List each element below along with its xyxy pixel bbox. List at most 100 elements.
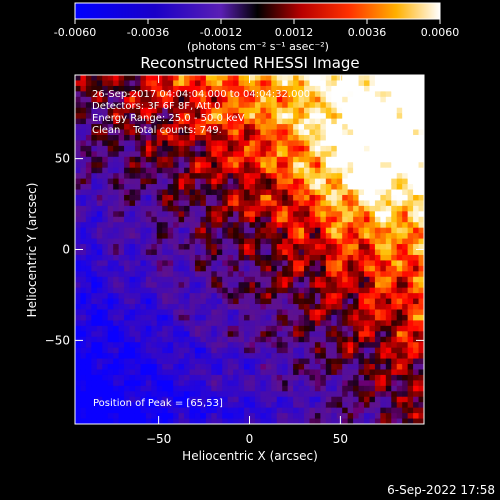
heatmap-pixel (124, 85, 131, 92)
heatmap-pixel (140, 91, 147, 98)
heatmap-pixel (96, 287, 103, 294)
heatmap-pixel (413, 129, 420, 136)
heatmap-pixel (287, 413, 294, 420)
heatmap-pixel (380, 342, 387, 349)
heatmap-pixel (162, 113, 169, 120)
heatmap-pixel (134, 80, 142, 87)
heatmap-pixel (184, 347, 191, 354)
heatmap-pixel (173, 287, 180, 294)
heatmap-pixel (265, 173, 272, 180)
heatmap-pixel (320, 80, 327, 87)
heatmap-pixel (260, 189, 267, 196)
heatmap-pixel (287, 271, 294, 278)
heatmap-pixel (80, 118, 87, 125)
heatmap-pixel (358, 249, 365, 256)
heatmap-pixel (173, 309, 180, 316)
heatmap-pixel (96, 118, 103, 125)
heatmap-pixel (80, 254, 87, 262)
heatmap-pixel (200, 178, 207, 185)
heatmap-pixel (151, 102, 158, 109)
heatmap-pixel (156, 107, 163, 114)
heatmap-pixel (124, 309, 131, 316)
heatmap-pixel (298, 200, 305, 207)
heatmap-pixel (287, 107, 294, 114)
heatmap-pixel (407, 325, 414, 332)
heatmap-pixel (102, 254, 109, 262)
heatmap-pixel (118, 391, 125, 398)
heatmap-pixel (407, 282, 414, 289)
heatmap-pixel (233, 140, 240, 147)
heatmap-pixel (347, 216, 354, 223)
heatmap-pixel (216, 276, 223, 283)
heatmap-pixel (282, 320, 289, 327)
heatmap-pixel (347, 331, 354, 338)
heatmap-pixel (402, 75, 409, 82)
heatmap-pixel (325, 309, 332, 316)
heatmap-pixel (385, 145, 392, 152)
heatmap-pixel (265, 358, 272, 365)
heatmap-pixel (353, 304, 360, 311)
heatmap-pixel (309, 156, 316, 163)
heatmap-pixel (173, 369, 180, 376)
heatmap-pixel (75, 369, 82, 376)
heatmap-pixel (369, 156, 376, 163)
heatmap-pixel (407, 211, 414, 218)
heatmap-pixel (287, 216, 294, 223)
heatmap-pixel (113, 85, 120, 92)
heatmap-pixel (347, 124, 354, 131)
heatmap-pixel (189, 298, 196, 305)
heatmap-pixel (167, 173, 174, 180)
heatmap-pixel (178, 184, 185, 191)
heatmap-pixel (260, 276, 267, 283)
heatmap-pixel (107, 91, 114, 98)
heatmap-pixel (249, 304, 256, 311)
heatmap-pixel (364, 80, 371, 87)
heatmap-pixel (216, 80, 223, 87)
heatmap-pixel (205, 331, 212, 338)
heatmap-pixel (374, 189, 381, 196)
heatmap-pixel (200, 140, 207, 147)
peak-position-label: Position of Peak = [65,53] (93, 398, 223, 409)
heatmap-pixel (249, 369, 256, 376)
heatmap-pixel (298, 271, 305, 278)
heatmap-pixel (380, 309, 387, 316)
heatmap-pixel (80, 216, 87, 223)
heatmap-pixel (358, 331, 365, 338)
heatmap-pixel (227, 364, 234, 371)
heatmap-pixel (325, 336, 332, 343)
heatmap-pixel (254, 374, 262, 381)
heatmap-pixel (194, 244, 202, 251)
heatmap-pixel (282, 129, 289, 136)
heatmap-pixel (260, 353, 267, 360)
heatmap-pixel (233, 342, 240, 349)
heatmap-pixel (238, 102, 245, 109)
heatmap-pixel (178, 178, 185, 185)
heatmap-pixel (189, 178, 196, 185)
heatmap-pixel (336, 380, 343, 387)
heatmap-pixel (96, 162, 103, 169)
heatmap-pixel (233, 80, 240, 87)
heatmap-pixel (162, 102, 169, 109)
heatmap-pixel (282, 314, 289, 321)
heatmap-pixel (293, 407, 300, 414)
heatmap-pixel (314, 140, 321, 147)
heatmap-pixel (222, 385, 229, 392)
heatmap-pixel (151, 353, 158, 360)
heatmap-pixel (271, 118, 278, 125)
heatmap-pixel (396, 402, 403, 409)
heatmap-pixel (402, 113, 409, 120)
heatmap-pixel (189, 173, 196, 180)
heatmap-pixel (260, 385, 267, 392)
heatmap-pixel (75, 113, 82, 120)
heatmap-pixel (336, 304, 343, 311)
heatmap-pixel (265, 380, 272, 387)
heatmap-pixel (205, 238, 212, 245)
heatmap-pixel (418, 249, 424, 256)
heatmap-pixel (85, 320, 92, 327)
heatmap-pixel (80, 85, 87, 92)
heatmap-pixel (402, 222, 409, 229)
heatmap-pixel (293, 314, 300, 321)
heatmap-pixel (91, 238, 98, 245)
heatmap-pixel (331, 276, 338, 283)
heatmap-pixel (216, 304, 223, 311)
